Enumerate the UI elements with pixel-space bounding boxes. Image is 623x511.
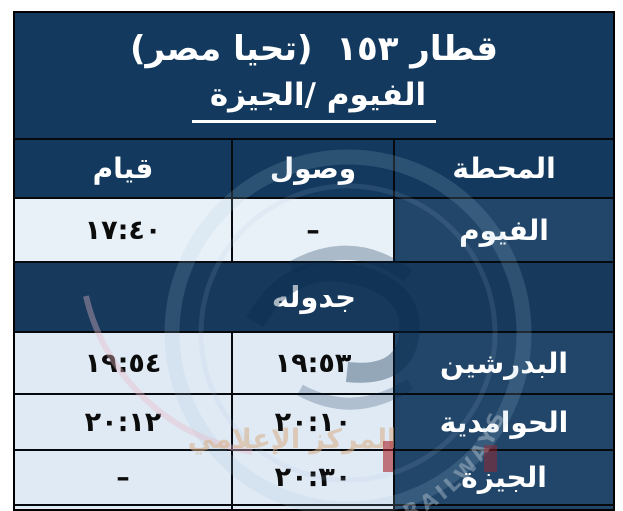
station-name: الفيوم: [395, 199, 613, 261]
arrival-time: [231, 506, 395, 509]
station-name: الجيزة: [395, 451, 613, 504]
timetable-card: قطار ١٥٣ (تحيا مصر) الفيوم /الجيزة قيام …: [13, 11, 615, 511]
table-row-cutoff: [15, 504, 613, 509]
arrival-time: ٢٠:١٠: [231, 395, 395, 449]
table-row-giza: – ٢٠:٣٠ الجيزة: [15, 449, 613, 504]
station-name: البدرشين: [395, 333, 613, 393]
departure-time: –: [15, 451, 231, 504]
route-title: الفيوم /الجيزة: [191, 77, 437, 123]
header-departure: قيام: [15, 140, 231, 197]
header-arrival: وصول: [231, 140, 395, 197]
departure-time: ١٩:٥٤: [15, 333, 231, 393]
table-row-badrasheen: ١٩:٥٤ ١٩:٥٣ البدرشين: [15, 331, 613, 393]
table-row-hawamdeya: ٢٠:١٢ ٢٠:١٠ الحوامدية: [15, 393, 613, 449]
note-row: جدوله: [15, 261, 613, 331]
train-title: قطار ١٥٣ (تحيا مصر): [129, 28, 499, 69]
departure-time: ١٧:٤٠: [15, 199, 231, 261]
departure-time: ٢٠:١٢: [15, 395, 231, 449]
arrival-time: –: [231, 199, 395, 261]
header-station: المحطة: [395, 140, 613, 197]
arrival-time: ١٩:٥٣: [231, 333, 395, 393]
table-header-row: قيام وصول المحطة: [15, 138, 613, 197]
departure-time: [15, 506, 231, 509]
station-name: [395, 506, 613, 509]
table-row-fayoum: ١٧:٤٠ – الفيوم: [15, 197, 613, 261]
arrival-time: ٢٠:٣٠: [231, 451, 395, 504]
title-block: قطار ١٥٣ (تحيا مصر) الفيوم /الجيزة: [15, 13, 613, 138]
station-name: الحوامدية: [395, 395, 613, 449]
